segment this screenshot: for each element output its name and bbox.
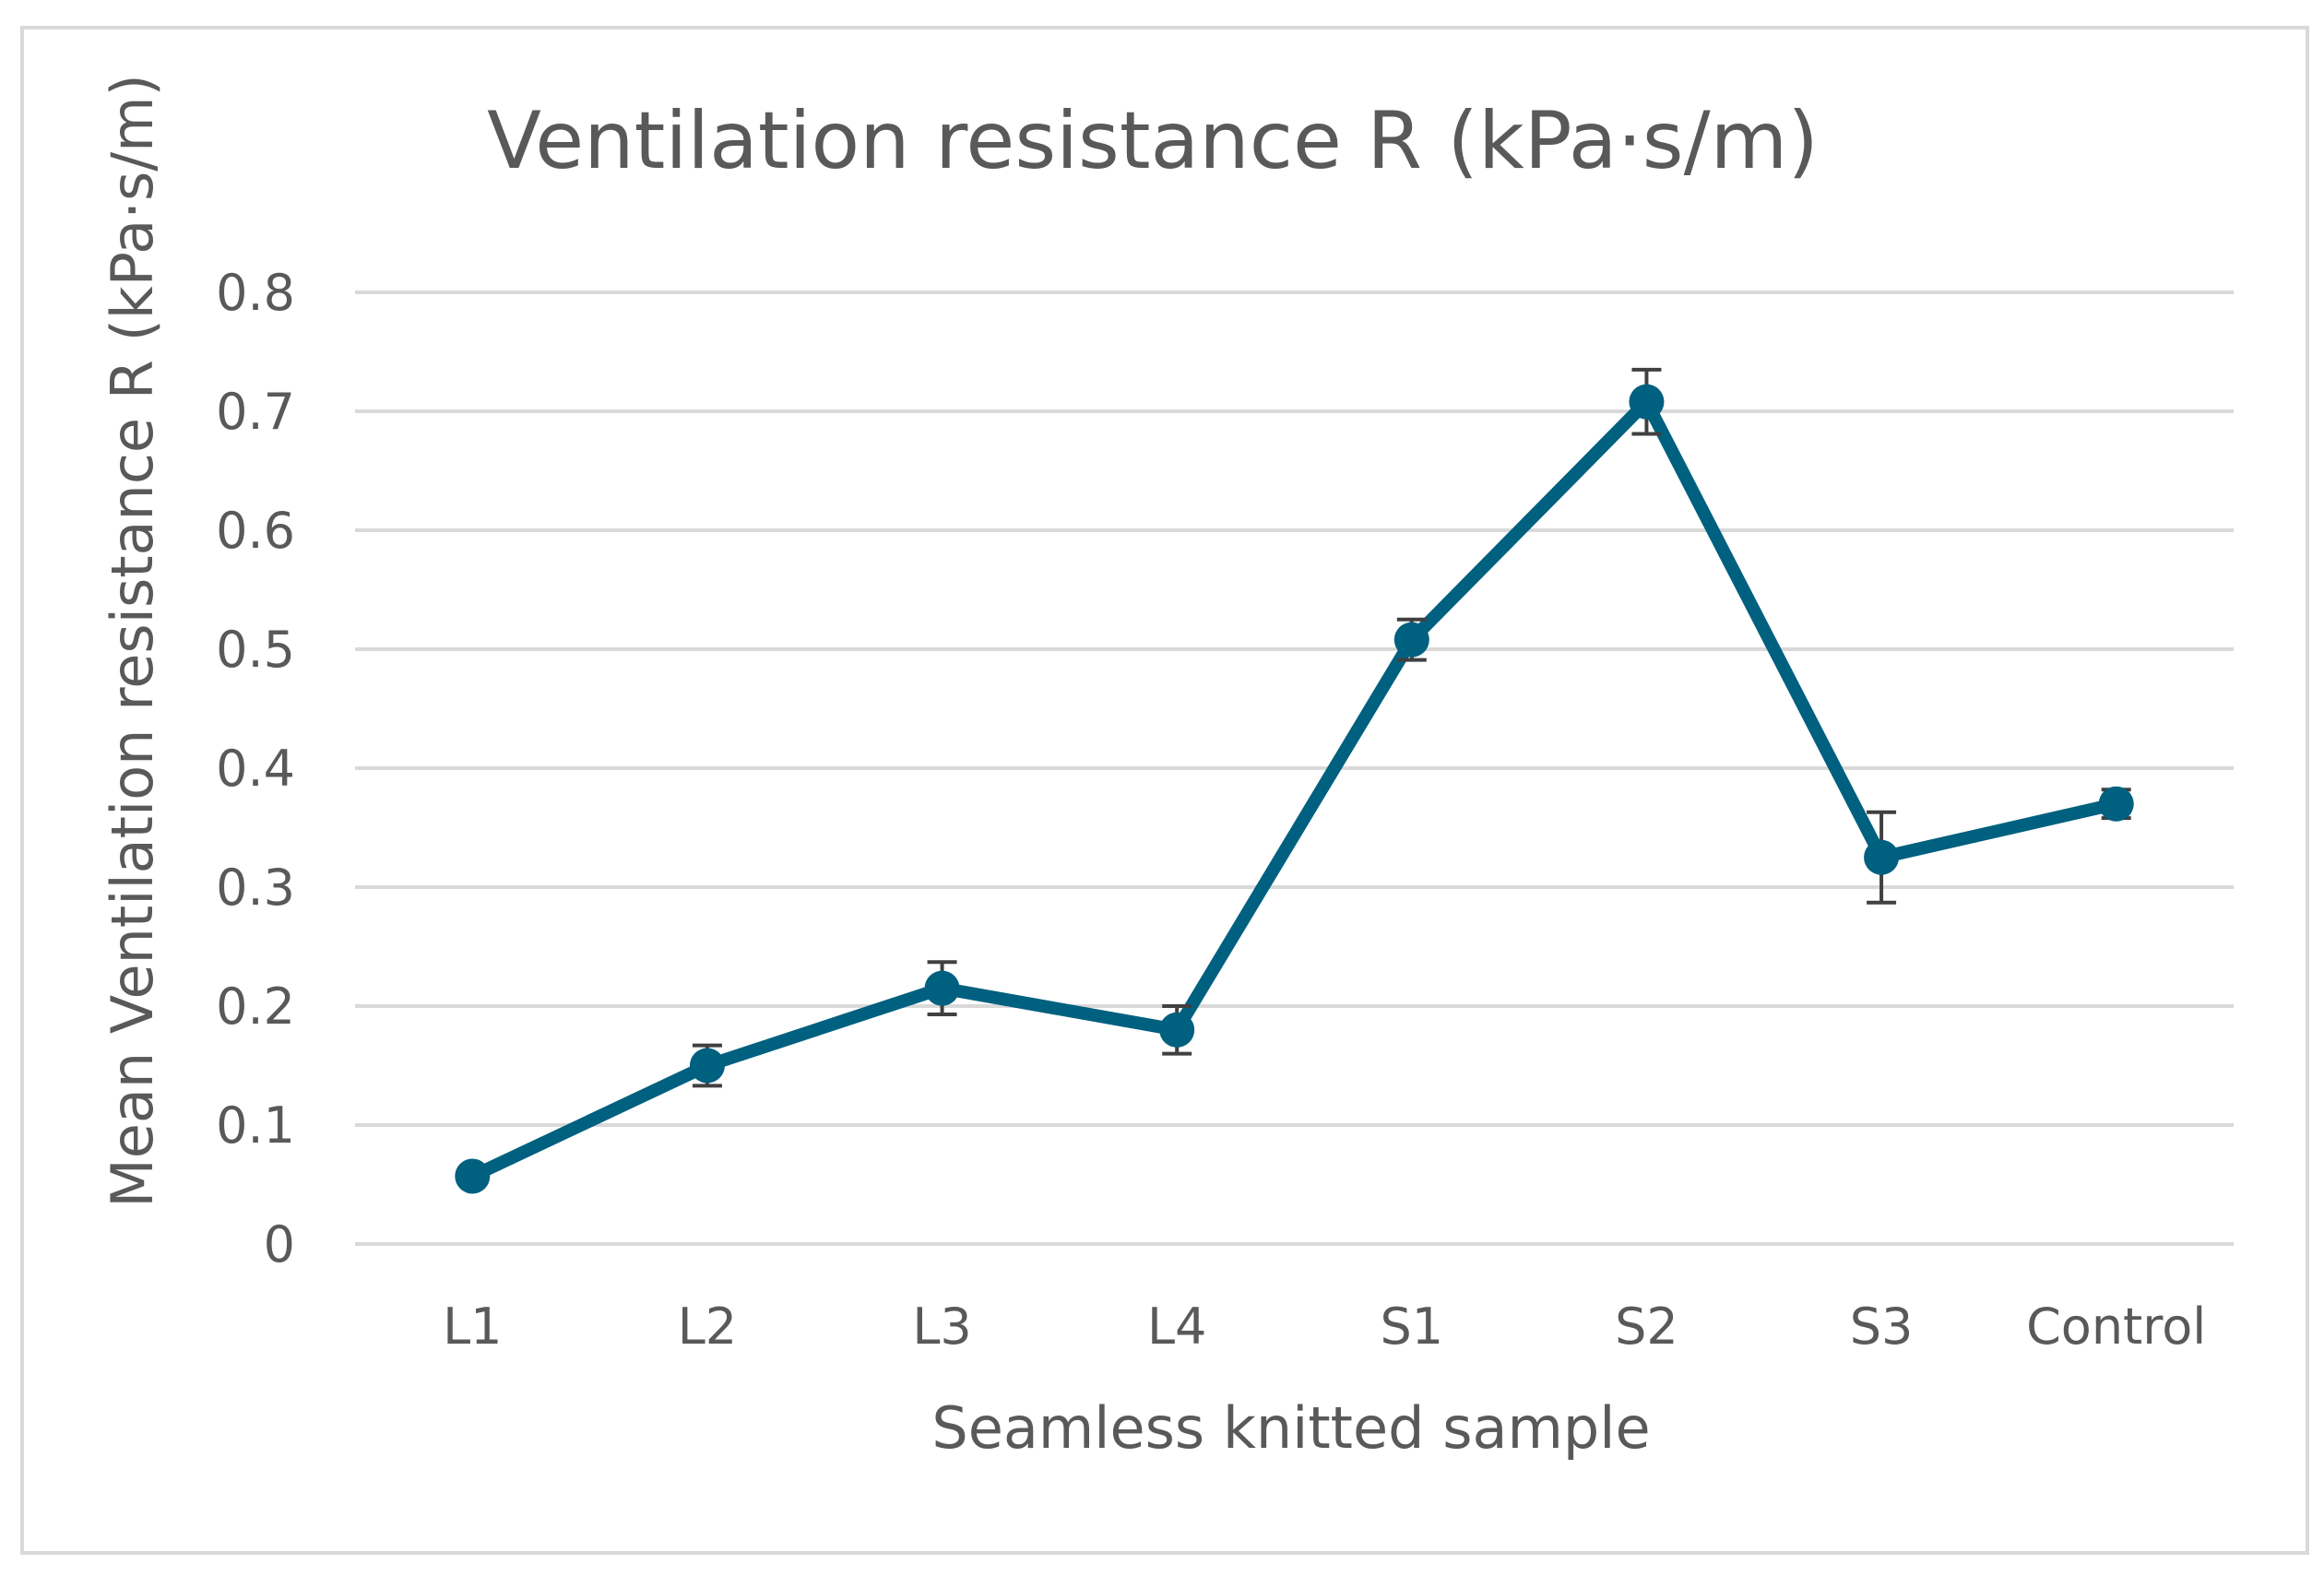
y-tick-label: 0: [264, 1215, 295, 1274]
data-point: [689, 1048, 725, 1084]
data-point: [1159, 1012, 1195, 1048]
y-axis-label: Mean Ventilation resistance R (kPa·s/m): [99, 74, 166, 1208]
x-tick-label: L1: [443, 1298, 502, 1356]
x-tick-label: Control: [2026, 1298, 2206, 1356]
x-tick-label: S1: [1380, 1298, 1443, 1356]
y-tick-label: 0.2: [216, 978, 295, 1036]
data-point: [924, 970, 960, 1006]
y-tick-label: 0.6: [216, 502, 295, 560]
data-point: [2098, 786, 2134, 822]
data-point: [1864, 839, 1900, 875]
y-tick-label: 0.8: [216, 264, 295, 322]
x-tick-label: S3: [1850, 1298, 1914, 1356]
x-axis-ticks: L1 L2 L3 L4 S1 S2 S3 Control: [443, 1298, 2206, 1356]
data-series: [455, 367, 2134, 1194]
y-tick-label: 0.3: [216, 859, 295, 917]
x-axis-label: Seamless knitted sample: [931, 1394, 1650, 1462]
y-tick-label: 0.5: [216, 621, 295, 679]
x-tick-label: L3: [912, 1298, 971, 1356]
y-axis-ticks: 0 0.1 0.2 0.3 0.4 0.5 0.6 0.7 0.8: [216, 264, 295, 1274]
chart-title: Ventilation resistance R (kPa·s/m): [487, 95, 1819, 187]
x-tick-label: S2: [1615, 1298, 1678, 1356]
y-tick-label: 0.7: [216, 383, 295, 441]
series-line: [466, 395, 2123, 1183]
y-tick-label: 0.4: [216, 740, 295, 798]
x-tick-label: L4: [1147, 1298, 1206, 1356]
chart-frame: [20, 26, 2309, 1555]
gridlines: [355, 290, 2234, 1246]
data-point: [1393, 622, 1429, 658]
y-tick-label: 0.1: [216, 1096, 295, 1155]
data-point: [1629, 384, 1665, 420]
data-point: [455, 1158, 491, 1194]
x-tick-label: L2: [678, 1298, 737, 1356]
